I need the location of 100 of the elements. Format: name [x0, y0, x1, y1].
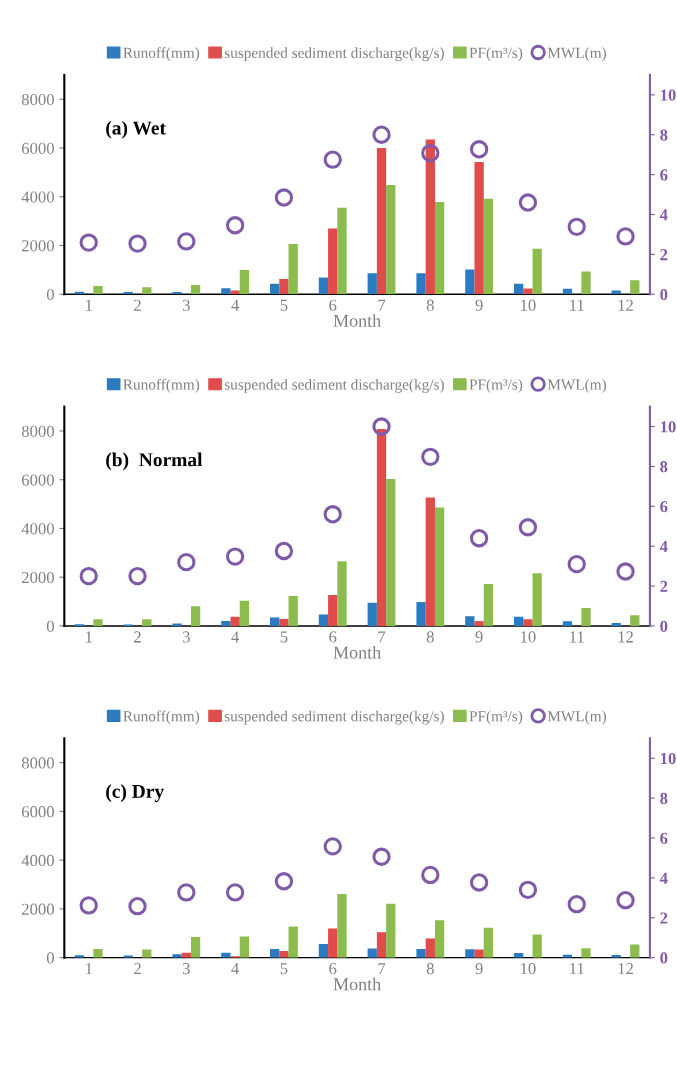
point	[177, 883, 196, 902]
bar	[239, 600, 250, 626]
y-tick-label: 2000	[21, 240, 54, 252]
bar	[270, 283, 280, 295]
bar	[483, 584, 494, 626]
point	[567, 895, 586, 914]
x-axis-title: Month	[333, 977, 381, 991]
bar	[434, 202, 445, 295]
legend-label: Runoff(mm)	[123, 47, 200, 62]
bar	[93, 285, 103, 295]
point	[274, 188, 294, 207]
point	[421, 447, 440, 467]
bar	[581, 948, 591, 958]
point	[469, 140, 489, 159]
legend-label: Runoff(mm)	[123, 710, 200, 725]
bar	[328, 595, 338, 626]
bar	[279, 278, 289, 295]
point	[518, 880, 538, 900]
x-tick-label: 9	[475, 963, 483, 975]
y2-tick-label: 6	[660, 832, 668, 844]
bar	[367, 948, 377, 958]
x-tick-label: 9	[475, 299, 483, 311]
x-tick-label: 12	[618, 299, 633, 311]
point	[616, 227, 635, 246]
y2-tick-label: 10	[660, 421, 676, 433]
y2-tick-label: 6	[660, 169, 668, 181]
x-tick-label: 11	[570, 963, 584, 975]
bar	[142, 287, 152, 295]
point	[567, 554, 586, 574]
bar	[142, 619, 152, 626]
x-tick-label: 5	[280, 631, 288, 643]
point	[225, 883, 245, 902]
bar	[367, 602, 377, 626]
bar	[367, 273, 377, 295]
annotation: (a) Wet	[106, 120, 166, 139]
bar	[465, 949, 475, 958]
bar	[581, 271, 591, 295]
bar	[483, 927, 494, 958]
bar	[532, 248, 542, 295]
x-tick-label: 3	[182, 299, 190, 311]
y2-tick-label: 2	[660, 580, 668, 592]
annotation: (b) Normal	[106, 452, 203, 471]
point	[323, 837, 342, 856]
bar	[630, 944, 640, 958]
bar	[337, 207, 347, 295]
point	[79, 896, 98, 915]
point	[79, 233, 98, 252]
bar	[523, 288, 533, 295]
bar	[279, 618, 289, 626]
bar	[474, 621, 484, 626]
x-tick-label: 2	[134, 963, 141, 975]
bar	[416, 948, 426, 958]
y2-tick-label: 10	[660, 89, 676, 101]
x-tick-label: 9	[475, 631, 483, 643]
bar	[123, 292, 133, 295]
bar	[230, 616, 240, 626]
x-axis-title: Month	[333, 314, 381, 327]
bar	[416, 273, 426, 295]
x-tick-label: 10	[521, 631, 536, 643]
bar	[337, 894, 347, 958]
bar	[190, 606, 201, 626]
bar	[465, 269, 475, 295]
y2-tick-label: 10	[660, 752, 676, 765]
legend-label: MWL(m)	[547, 378, 607, 393]
bar	[630, 615, 640, 626]
point	[616, 891, 635, 910]
bar	[270, 949, 280, 958]
bar	[221, 621, 231, 626]
bar	[425, 497, 435, 626]
x-tick-label: 11	[570, 631, 584, 643]
x-tick-label: 10	[521, 299, 536, 311]
y2-tick-label: 0	[660, 952, 668, 964]
bar	[434, 507, 445, 626]
bar	[93, 619, 103, 626]
y-tick-label: 2000	[21, 571, 54, 584]
bar	[270, 617, 280, 626]
bar	[434, 920, 445, 958]
legend-label: MWL(m)	[547, 47, 607, 62]
bar	[328, 928, 338, 958]
bar	[386, 478, 396, 626]
bar	[581, 607, 591, 626]
point	[616, 562, 635, 581]
bar	[376, 148, 387, 295]
x-tick-label: 3	[182, 963, 190, 975]
point	[128, 234, 147, 253]
y2-tick-label: 6	[660, 501, 668, 513]
point	[469, 529, 489, 548]
legend-label: PF(m³/s)	[469, 710, 523, 725]
x-tick-label: 4	[231, 963, 240, 975]
point	[128, 566, 147, 586]
bar	[630, 280, 640, 295]
x-tick-label: 5	[280, 299, 288, 311]
y2-tick-label: 2	[660, 249, 668, 261]
y2-tick-label: 8	[660, 792, 668, 805]
bar	[425, 938, 435, 958]
point	[421, 143, 440, 163]
legend-label: Runoff(mm)	[123, 378, 200, 393]
point	[469, 873, 489, 892]
bar	[474, 949, 484, 958]
bar	[523, 619, 533, 626]
